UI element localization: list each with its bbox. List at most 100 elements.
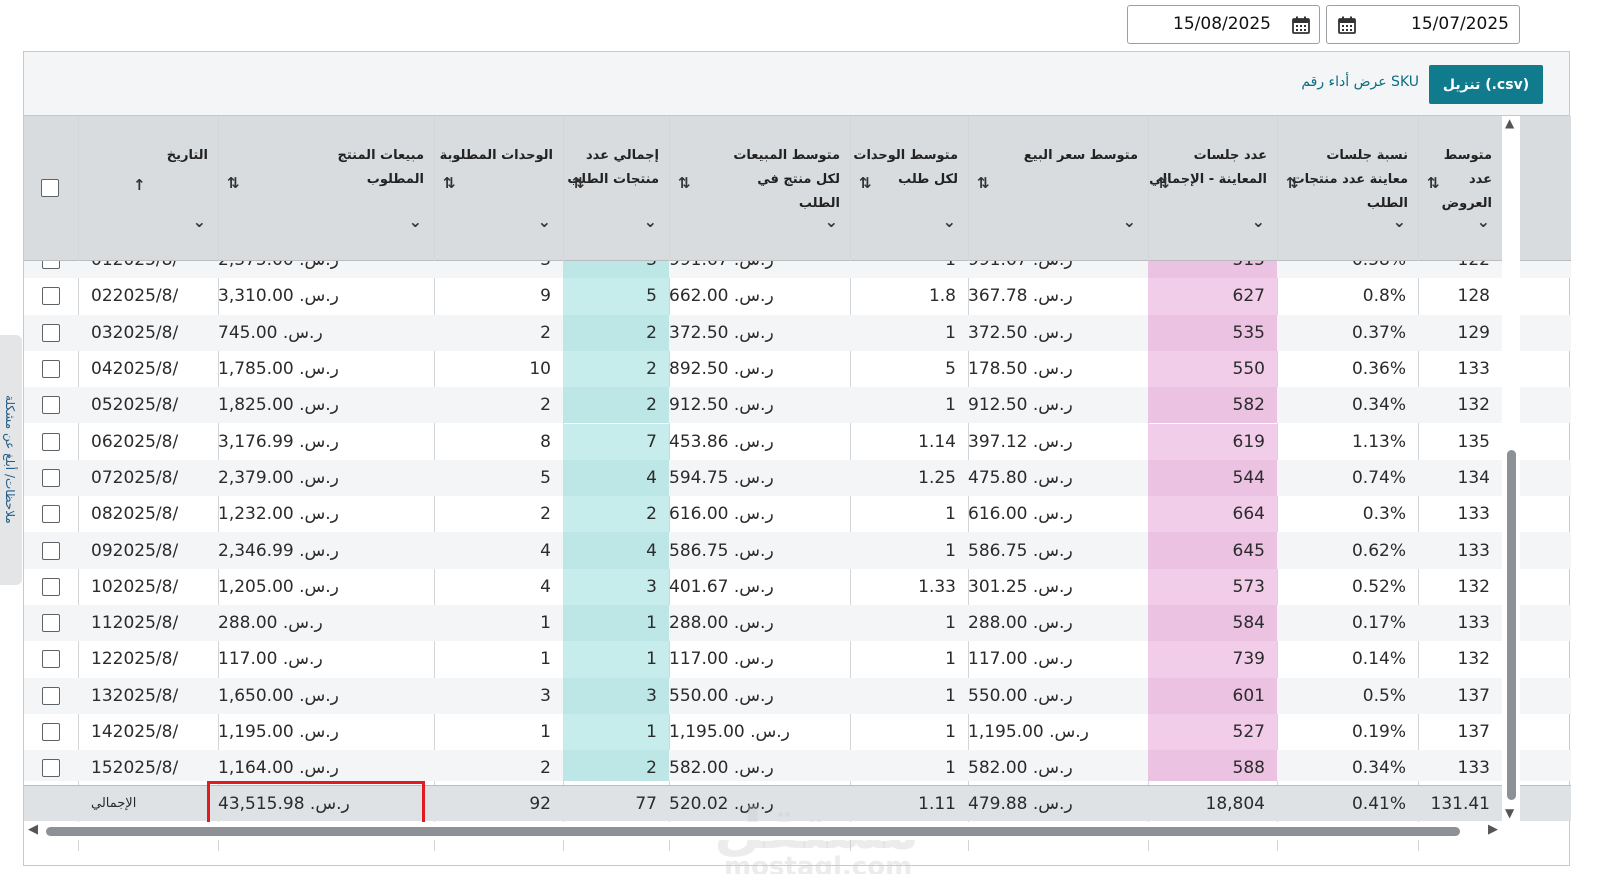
column-header-avg_units[interactable]: متوسط الوحدات لكل طلب ⇅ ⌄ (850, 116, 968, 261)
sort-icon[interactable]: ⇅ (1427, 174, 1440, 192)
table-row[interactable]: 133 0.17% 584 ر.س. 288.00 1 ر.س. 288.00 1 1 ر.س.… (24, 605, 1571, 642)
table-row[interactable]: 135 1.13% 619 ر.س. 397.12 1.14 ر.س. 453.86 7 8 ر… (24, 423, 1571, 460)
row-select-cell (24, 750, 78, 781)
sort-icon[interactable]: ⇅ (443, 174, 456, 192)
chevron-down-icon[interactable]: ⌄ (1476, 212, 1490, 231)
column-header-date[interactable]: التاريخ ↑ ⌄ (78, 116, 218, 261)
chevron-down-icon[interactable]: ⌄ (1251, 212, 1265, 231)
table-row[interactable]: 1220.58%515ر.س. 991.671ر.س. 991.6733ر.س.… (24, 261, 1571, 279)
sort-icon[interactable]: ⇅ (227, 174, 240, 192)
feedback-tab[interactable]: ملاحظات/ أبلغ عن مشكلة (0, 335, 22, 585)
column-header-sessions[interactable]: عدد جلسات المعاينة - الإجمالي ⇅ ⌄ (1148, 116, 1277, 261)
vertical-scroll-thumb[interactable] (1507, 450, 1516, 800)
select-all-checkbox[interactable] (41, 179, 59, 197)
cell-avg_sales: ر.س. 892.50 (669, 359, 774, 380)
table-row[interactable]: 137 0.5% 601 ر.س. 550.00 1 ر.س. 550.00 3 3 ر.س. … (24, 677, 1571, 714)
row-checkbox[interactable] (42, 505, 60, 524)
chevron-down-icon[interactable]: ⌄ (192, 212, 206, 231)
row-select-cell (24, 678, 78, 714)
column-header-avg_sales[interactable]: متوسط المبيعات لكل منتج في الطلب ⇅ ⌄ (669, 116, 850, 261)
chevron-down-icon[interactable]: ⌄ (942, 212, 956, 231)
chevron-down-icon[interactable]: ⌄ (1122, 212, 1136, 231)
column-header-avg_price[interactable]: متوسط سعر البيع ⇅ ⌄ (968, 116, 1148, 261)
table-row[interactable]: 133 0.34% 588 ر.س. 582.00 1 ر.س. 582.00 2 2 ر.س.… (24, 750, 1571, 781)
row-checkbox[interactable] (42, 759, 60, 778)
row-checkbox[interactable] (42, 686, 60, 705)
cell-units: 2 (540, 322, 551, 343)
cell-sales: ر.س. 288.00 (218, 613, 323, 634)
scroll-down-icon[interactable]: ▼ (1505, 806, 1515, 820)
row-checkbox[interactable] (42, 541, 60, 560)
sort-icon[interactable]: ⇅ (1157, 174, 1170, 192)
table-row[interactable]: 132 0.34% 582 ر.س. 912.50 1 ر.س. 912.50 2 2 ر.س.… (24, 387, 1571, 424)
cell-units: 2 (540, 758, 551, 779)
chevron-down-icon[interactable]: ⌄ (537, 212, 551, 231)
cell-sessions: 535 (1148, 314, 1277, 351)
row-checkbox[interactable] (42, 323, 60, 342)
vertical-scrollbar[interactable]: ▲ ▼ (1502, 116, 1520, 822)
cell-impressions: 137 (1457, 685, 1490, 706)
cell-avg_sales: ر.س. 401.67 (669, 576, 774, 597)
column-header-items[interactable]: إجمالي عدد منتجات الطلب ⇅ ⌄ (563, 116, 669, 261)
row-checkbox[interactable] (42, 432, 60, 451)
end-date-value: 15/08/2025 (1173, 14, 1271, 34)
column-header-sales[interactable]: مبيعات المنتج المطلوب ⇅ ⌄ (218, 116, 434, 261)
sort-icon[interactable]: ⇅ (678, 174, 691, 192)
row-checkbox[interactable] (42, 468, 60, 487)
table-row[interactable]: 128 0.8% 627 ر.س. 367.78 1.8 ر.س. 662.00 5 9 ر.س… (24, 278, 1571, 315)
cell-date: 062025/8/ (91, 431, 179, 452)
column-header-units[interactable]: الوحدات المطلوبة ⇅ ⌄ (434, 116, 563, 261)
calendar-icon[interactable] (1327, 6, 1367, 43)
row-select-cell (24, 424, 78, 460)
scroll-left-icon[interactable]: ◀ (28, 822, 38, 837)
chevron-down-icon[interactable]: ⌄ (643, 212, 657, 231)
table-row[interactable]: 132 0.14% 739 ر.س. 117.00 1 ر.س. 117.00 1 1 ر.س.… (24, 641, 1571, 678)
table-row[interactable]: 129 0.37% 535 ر.س. 372.50 1 ر.س. 372.50 2 2 ر.س.… (24, 314, 1571, 351)
download-csv-button[interactable]: تنزيل (.csv) (1429, 65, 1543, 104)
scroll-up-icon[interactable]: ▲ (1505, 116, 1515, 130)
column-header-ratio[interactable]: نسبة جلسات معاينة عدد منتجات الطلب ⇅ ⌄ (1277, 116, 1418, 261)
chevron-down-icon[interactable]: ⌄ (408, 212, 422, 231)
end-date-picker[interactable]: 15/08/2025 (1127, 5, 1320, 44)
table-row[interactable]: 133 0.36% 550 ر.س. 178.50 5 ر.س. 892.50 2 10 ر.س… (24, 350, 1571, 388)
total-impressions: 131.41 (1430, 793, 1490, 814)
cell-sessions: 601 (1148, 677, 1277, 714)
column-header-impressions[interactable]: متوسط عدد العروض ⇅ ⌄ (1418, 116, 1502, 261)
table-row[interactable]: 132 0.52% 573 ر.س. 301.25 1.33 ر.س. 401.67 3 4 ر… (24, 568, 1571, 605)
cell-date: 012025/8/ (78, 261, 218, 278)
cell-units: 1 (540, 613, 551, 634)
start-date-picker[interactable]: 15/07/2025 (1326, 5, 1520, 44)
row-checkbox[interactable] (42, 723, 60, 742)
cell-date: 022025/8/ (91, 286, 179, 307)
table-row[interactable]: 137 0.19% 527 ر.س. 1,195.00 1 ر.س. 1,195.00 1 1… (24, 713, 1571, 751)
column-header-label: التاريخ (166, 148, 208, 163)
scroll-right-icon[interactable]: ▶ (1488, 822, 1498, 837)
sort-icon[interactable]: ⇅ (977, 174, 990, 192)
row-checkbox[interactable] (42, 614, 60, 633)
table-toolbar: تنزيل (.csv) عرض أداء رقم SKU (24, 52, 1569, 116)
chevron-down-icon[interactable]: ⌄ (1392, 212, 1406, 231)
cell-avg_units: 1.33 (918, 576, 956, 597)
row-checkbox[interactable] (42, 577, 60, 596)
cell-avg_price: ر.س. 301.25 (968, 576, 1073, 597)
cell-impressions: 133 (1457, 504, 1490, 525)
sku-performance-link[interactable]: عرض أداء رقم SKU (1301, 74, 1419, 90)
row-checkbox[interactable] (42, 650, 60, 669)
row-checkbox[interactable] (42, 261, 60, 270)
sort-icon[interactable]: ⇅ (572, 174, 585, 192)
cell-ratio: 0.19% (1351, 722, 1406, 743)
chevron-down-icon[interactable]: ⌄ (824, 212, 838, 231)
sort-ascending-icon[interactable]: ↑ (133, 176, 146, 194)
row-checkbox[interactable] (42, 360, 60, 379)
column-header-label: متوسط سعر البيع (1023, 148, 1138, 163)
table-row[interactable]: 134 0.74% 544 ر.س. 475.80 1.25 ر.س. 594.75 4 5 ر… (24, 459, 1571, 497)
sort-icon[interactable]: ⇅ (859, 174, 872, 192)
sort-icon[interactable]: ⇅ (1286, 174, 1299, 192)
horizontal-scroll-thumb[interactable] (46, 827, 1460, 836)
row-checkbox[interactable] (42, 396, 60, 415)
calendar-icon[interactable] (1281, 6, 1321, 43)
row-checkbox[interactable] (42, 287, 60, 306)
horizontal-scrollbar[interactable]: ◀ ▶ (24, 822, 1502, 840)
table-row[interactable]: 133 0.3% 664 ر.س. 616.00 1 ر.س. 616.00 2 2 ر.س. … (24, 496, 1571, 533)
table-row[interactable]: 133 0.62% 645 ر.س. 586.75 1 ر.س. 586.75 4 4 ر.س.… (24, 532, 1571, 569)
